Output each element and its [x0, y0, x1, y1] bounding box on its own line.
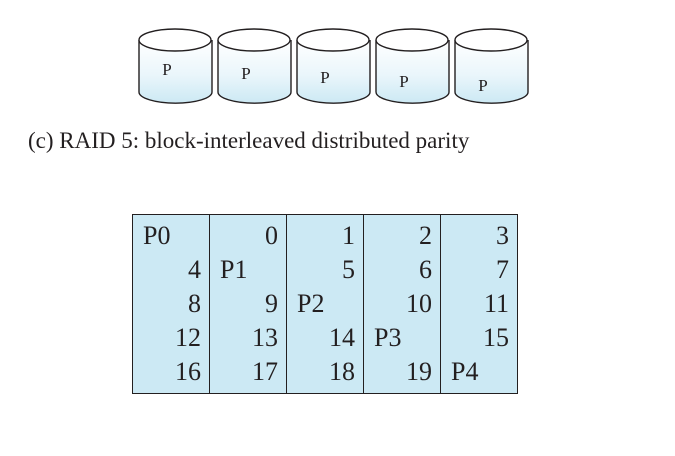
- disk-4: P: [375, 28, 450, 104]
- block-cell: 13: [209, 321, 287, 355]
- table-row: 4 P1 5 6 7: [132, 253, 518, 287]
- block-cell: P3: [363, 321, 441, 355]
- block-cell: P1: [209, 253, 287, 287]
- disk-parity-label: P: [478, 76, 487, 95]
- disk-body: [217, 40, 292, 104]
- disk-top: [217, 28, 291, 52]
- block-cell: 15: [440, 321, 518, 355]
- block-cell: 10: [363, 287, 441, 321]
- block-cell: 17: [209, 355, 287, 394]
- block-cell: 3: [440, 214, 518, 253]
- block-cell: 8: [132, 287, 210, 321]
- disk-parity-label: P: [162, 60, 171, 79]
- disk-1: P: [138, 28, 213, 104]
- block-cell: 6: [363, 253, 441, 287]
- disk-top: [296, 28, 370, 52]
- block-cell: 7: [440, 253, 518, 287]
- block-cell: 1: [286, 214, 364, 253]
- disk-body: [454, 40, 529, 104]
- disk-parity-label: P: [399, 72, 408, 91]
- block-cell: 4: [132, 253, 210, 287]
- table-row: 16 17 18 19 P4: [132, 355, 518, 394]
- table-row: 12 13 14 P3 15: [132, 321, 518, 355]
- figure-caption: (c) RAID 5: block-interleaved distribute…: [28, 128, 470, 153]
- disk-3: P: [296, 28, 371, 104]
- disk-2: P: [217, 28, 292, 104]
- block-cell: 5: [286, 253, 364, 287]
- block-cell: 9: [209, 287, 287, 321]
- block-cell: 14: [286, 321, 364, 355]
- disk-parity-label: P: [241, 64, 250, 83]
- block-cell: 0: [209, 214, 287, 253]
- block-layout-table: P0 0 1 2 3 4 P1 5 6 7 8 9 P2 10 11 12 13 14 P3 15 16 17 18 19 P4: [132, 214, 518, 394]
- disk-5: P: [454, 28, 529, 104]
- block-cell: P0: [132, 214, 210, 253]
- block-cell: 12: [132, 321, 210, 355]
- table-row: 8 9 P2 10 11: [132, 287, 518, 321]
- disk-body: [375, 40, 450, 104]
- table-row: P0 0 1 2 3: [132, 214, 518, 253]
- disk-body: [296, 40, 371, 104]
- block-cell: 18: [286, 355, 364, 394]
- disk-top: [138, 28, 212, 52]
- block-cell: 11: [440, 287, 518, 321]
- disk-parity-label: P: [320, 68, 329, 87]
- disk-body: [138, 40, 213, 104]
- disk-top: [375, 28, 449, 52]
- block-cell: P2: [286, 287, 364, 321]
- disk-top: [454, 28, 528, 52]
- block-cell: 16: [132, 355, 210, 394]
- block-cell: 19: [363, 355, 441, 394]
- block-cell: P4: [440, 355, 518, 394]
- block-cell: 2: [363, 214, 441, 253]
